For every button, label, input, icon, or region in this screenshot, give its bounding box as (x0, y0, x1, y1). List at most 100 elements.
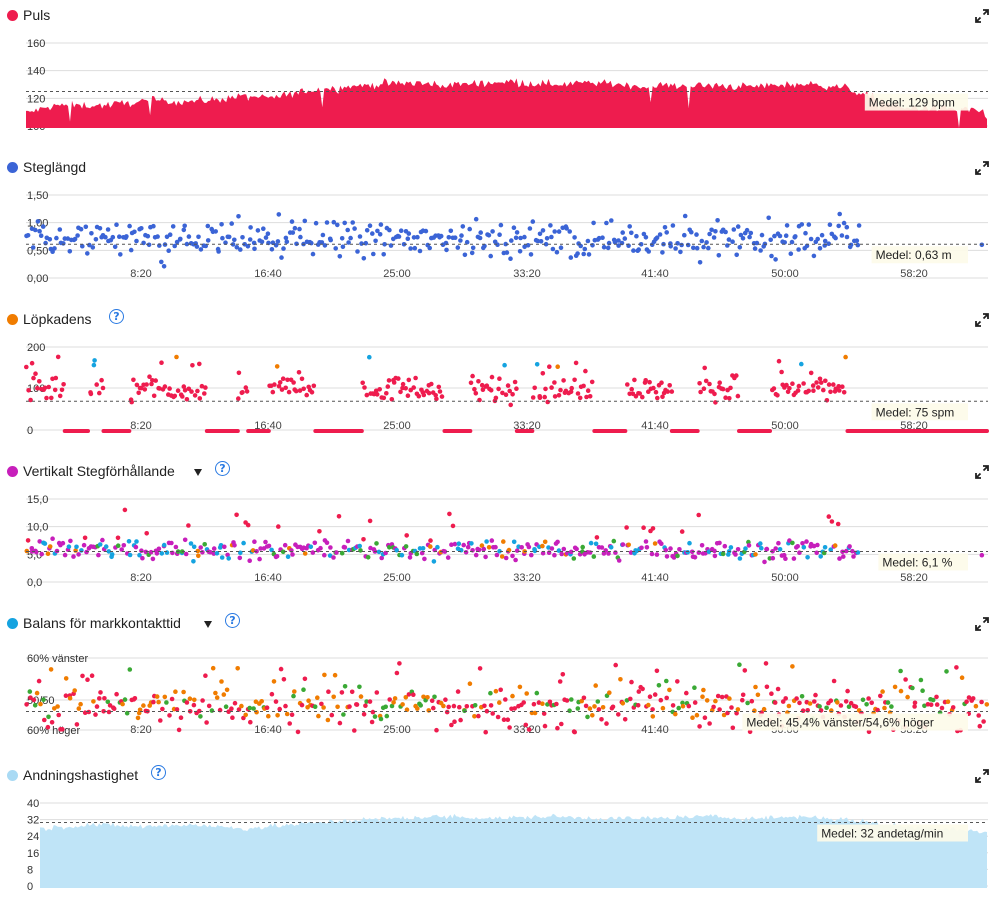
data-point (423, 228, 429, 234)
data-point (783, 556, 788, 561)
data-point (692, 555, 698, 560)
data-point (558, 245, 564, 250)
data-point (841, 390, 847, 395)
data-point (442, 549, 448, 554)
data-point (47, 544, 53, 549)
data-point (557, 679, 563, 684)
data-point (593, 683, 598, 688)
data-point (860, 697, 866, 703)
data-point (455, 245, 461, 250)
data-point (441, 703, 446, 709)
data-point (385, 384, 391, 389)
data-point (784, 382, 789, 388)
y-tick-label: 1,50 (27, 190, 48, 202)
data-point (72, 236, 78, 242)
data-point (526, 544, 532, 550)
data-point (564, 226, 569, 231)
data-point (841, 554, 846, 559)
data-point (458, 238, 463, 243)
data-point (591, 554, 597, 559)
data-point (302, 551, 308, 556)
data-point (530, 219, 536, 224)
data-point (191, 544, 197, 550)
data-point (800, 541, 805, 546)
expand-icon[interactable] (974, 8, 990, 24)
expand-icon[interactable] (974, 768, 990, 784)
x-tick-label: 25:00 (383, 420, 411, 432)
data-point (196, 553, 201, 559)
data-point (545, 399, 550, 405)
data-point (591, 220, 596, 226)
data-point (379, 555, 385, 561)
data-point (133, 544, 139, 550)
data-point (687, 540, 692, 546)
data-point (111, 706, 117, 711)
data-point (450, 523, 456, 529)
data-point (269, 691, 275, 697)
expand-icon[interactable] (974, 464, 990, 480)
series-steglangd (24, 211, 985, 269)
data-point (363, 240, 369, 246)
data-point (498, 222, 504, 228)
expand-icon[interactable] (974, 312, 990, 328)
data-point (462, 708, 467, 714)
data-point (292, 225, 298, 231)
data-point (730, 725, 736, 731)
data-point (503, 392, 509, 397)
data-point (361, 537, 366, 542)
help-icon[interactable]: ? (215, 461, 230, 476)
data-point (547, 699, 553, 705)
chevron-down-icon[interactable] (194, 469, 202, 476)
data-point (257, 556, 262, 562)
data-point (342, 684, 348, 689)
data-point (365, 555, 371, 560)
data-point (190, 363, 195, 368)
data-point (826, 241, 831, 246)
data-point (224, 687, 230, 693)
data-point (198, 714, 203, 719)
help-icon[interactable]: ? (225, 613, 240, 628)
data-point (744, 227, 750, 233)
data-point (109, 552, 115, 557)
data-point (189, 389, 194, 394)
panel-title: Löpkadens (23, 311, 92, 327)
data-point (817, 704, 822, 709)
data-point (112, 244, 118, 250)
data-point (315, 695, 320, 700)
data-point (422, 556, 427, 562)
data-point (333, 246, 339, 251)
data-point (538, 239, 544, 244)
expand-icon[interactable] (974, 616, 990, 632)
data-point (832, 543, 838, 548)
data-point (94, 704, 100, 709)
expand-icon[interactable] (974, 160, 990, 176)
data-point (541, 711, 547, 716)
data-point (611, 538, 617, 544)
data-point (169, 540, 174, 546)
data-point (92, 358, 97, 363)
data-point (35, 385, 40, 391)
help-icon[interactable]: ? (151, 765, 166, 780)
help-icon[interactable]: ? (109, 309, 124, 324)
gridlines (26, 498, 988, 583)
data-point (607, 690, 612, 695)
data-point (540, 543, 545, 549)
data-point (590, 713, 595, 718)
chevron-down-icon[interactable] (204, 621, 212, 628)
data-point (959, 675, 965, 680)
data-point (500, 390, 505, 396)
data-point (704, 698, 710, 703)
data-point (184, 241, 190, 247)
data-point (398, 389, 403, 395)
data-point (650, 707, 655, 712)
data-point (828, 547, 833, 552)
data-point (272, 382, 277, 387)
data-point (134, 238, 139, 244)
data-point (970, 696, 976, 701)
data-point (508, 256, 513, 261)
data-point (552, 229, 557, 234)
data-point (707, 721, 712, 726)
data-point (740, 236, 746, 241)
data-point (814, 380, 819, 385)
legend-dot-icon (7, 162, 18, 173)
